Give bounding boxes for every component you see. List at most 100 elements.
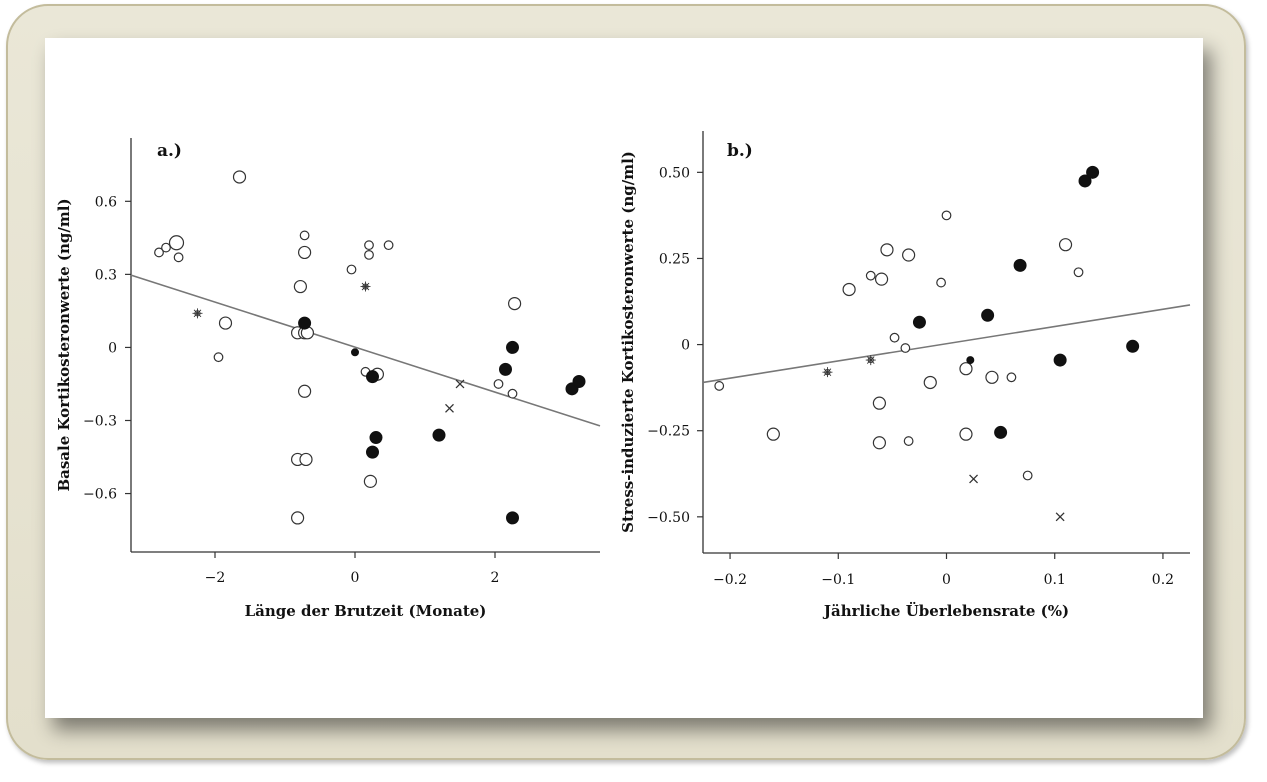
regression-line [702, 304, 1191, 384]
data-point-open [880, 243, 894, 257]
data-point-open [874, 272, 889, 286]
regression-line [130, 274, 601, 427]
data-point-filled [369, 431, 383, 445]
data-point-open [923, 375, 937, 390]
x-axis-label: Jährliche Überlebensrate (%) [822, 601, 1069, 620]
data-point-open [865, 270, 876, 281]
panel-b: 0.50 0.25 0 −0.25 −0.50 −0.2 −0.1 0 0.1 0.2 Jährli… [619, 131, 1191, 620]
data-point-open [364, 240, 374, 251]
data-point-open [168, 235, 185, 251]
x-tick-label: 0 [942, 572, 951, 588]
data-point-open [985, 370, 999, 384]
x-axis-label: Länge der Brutzeit (Monate) [245, 602, 487, 620]
data-point-cross [969, 474, 979, 484]
data-point-open [363, 474, 377, 488]
x-tick-label: 0.1 [1044, 572, 1066, 588]
data-point-star-rays [822, 367, 833, 378]
data-point-open [766, 427, 780, 441]
data-point-open [900, 343, 911, 353]
data-point-open [508, 297, 522, 311]
data-point-open [1006, 372, 1017, 383]
y-tick-label: 0 [108, 340, 117, 356]
data-point-open [161, 242, 171, 253]
y-tick-label: 0.3 [95, 267, 117, 283]
y-tick-label: 0.6 [95, 194, 117, 210]
data-point-filled [499, 362, 512, 376]
data-point-filled [506, 511, 519, 525]
data-point-open [507, 388, 518, 399]
data-point-star-rays [865, 355, 876, 366]
data-point-filled [912, 315, 926, 329]
x-tick-label: −0.1 [821, 572, 855, 588]
x-tick-label: −2 [205, 570, 226, 586]
data-point-filled [1053, 353, 1067, 367]
data-point-open [364, 249, 374, 260]
x-tick-label: 0 [351, 570, 360, 586]
y-tick-label: −0.25 [647, 424, 690, 440]
data-point-open [293, 279, 307, 294]
data-point-filled [366, 370, 379, 384]
data-point-filled [432, 428, 446, 442]
data-point-filled [1126, 339, 1140, 353]
data-point-cross [455, 379, 465, 389]
data-point-star-rays [360, 281, 371, 292]
data-point-open [299, 452, 313, 467]
data-point-open [213, 352, 224, 363]
data-point-cross [445, 403, 454, 413]
data-point-open [1073, 267, 1084, 278]
data-point-open [298, 384, 312, 398]
y-tick-label: 0 [681, 338, 690, 354]
x-tick-label: 2 [491, 570, 500, 586]
data-point-filled [966, 356, 975, 365]
data-point-open [903, 436, 914, 446]
y-axis-label: Basale Kortikosteronwerte (ng/ml) [55, 198, 73, 491]
data-point-open [959, 427, 973, 441]
data-point-open [872, 396, 887, 410]
figure-panel: 0.6 0.3 0 −0.3 −0.6 −2 0 2 Länge der Brutzeit (M… [45, 38, 1203, 718]
x-tick-label: 0.2 [1152, 572, 1174, 588]
y-axis-label: Stress-induzierte Kortikosteronwerte (ng… [619, 151, 637, 533]
data-point-filled [506, 340, 519, 354]
data-point-open [959, 362, 973, 376]
data-point-open [936, 277, 946, 288]
data-point-open [714, 381, 725, 391]
data-point-filled [981, 308, 995, 322]
data-point-filled [366, 445, 379, 459]
data-point-open [218, 316, 233, 330]
x-tick-label: −0.2 [713, 572, 747, 588]
data-point-open [1022, 470, 1033, 481]
y-tick-label: 0.25 [659, 251, 690, 267]
data-point-filled [1078, 174, 1092, 188]
data-point-open [889, 332, 900, 343]
panel-label: b.) [727, 141, 753, 161]
data-point-open [493, 379, 504, 389]
data-point-open [298, 245, 312, 260]
data-point-filled [994, 425, 1008, 439]
data-point-open [872, 436, 887, 450]
data-point-filled [572, 375, 586, 389]
data-point-open [291, 511, 305, 525]
data-point-cross [1055, 512, 1065, 522]
data-point-filled [298, 316, 312, 330]
data-point-filled [1013, 258, 1027, 272]
data-point-open [299, 230, 310, 241]
data-point-open [383, 240, 394, 251]
y-tick-label: −0.3 [83, 413, 117, 429]
data-point-open [902, 248, 916, 262]
y-tick-label: −0.6 [83, 487, 117, 503]
y-tick-label: 0.50 [659, 165, 690, 181]
data-point-filled [1086, 165, 1100, 179]
data-point-open [842, 282, 856, 297]
panel-label: a.) [157, 141, 182, 161]
data-point-open [232, 170, 247, 184]
data-point-open [154, 247, 164, 258]
data-point-star-rays [192, 308, 203, 319]
data-point-open [941, 210, 952, 221]
data-point-filled [351, 348, 359, 357]
y-tick-label: −0.50 [647, 510, 690, 526]
data-point-open [346, 264, 357, 275]
data-point-open [173, 252, 184, 263]
data-point-open [1058, 238, 1073, 252]
